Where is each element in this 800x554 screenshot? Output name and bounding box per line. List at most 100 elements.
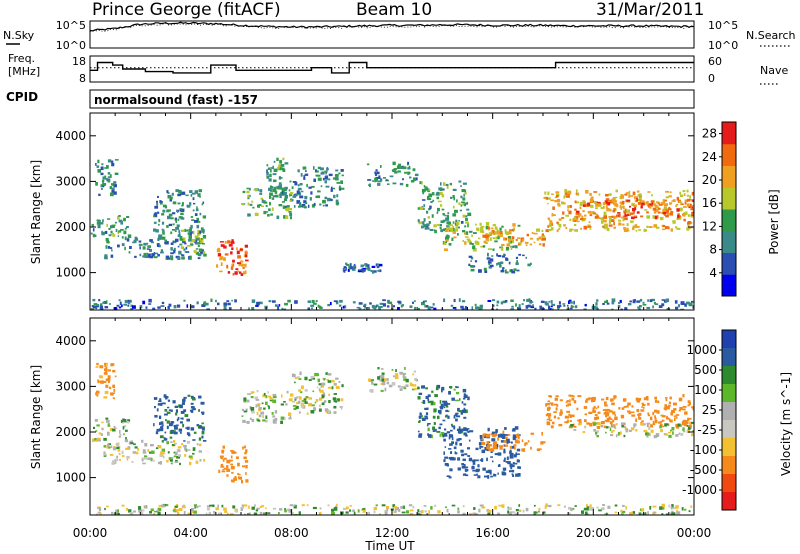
- velocity-cell-9-87: [513, 454, 517, 458]
- velocity-cell-11-174: [569, 399, 571, 403]
- power-cell-15-164: [566, 195, 570, 198]
- power-cell-2-30: [166, 242, 169, 245]
- power-cell-14-53: [501, 255, 505, 258]
- power-cell-8-27: [321, 171, 324, 174]
- power-cell-0-30: [100, 172, 104, 176]
- power-cell-15-184: [576, 218, 579, 220]
- velocity-cell-13-145: [392, 504, 396, 508]
- velocity-cell-13-158: [318, 511, 322, 515]
- velocity-cell-8-97: [444, 428, 447, 431]
- velocity-cell-12-19: [643, 429, 648, 433]
- velocity-cell-10-4: [504, 444, 508, 447]
- noise-right-tick-bottom: 10^0: [708, 39, 738, 52]
- velocity-cell-3-37: [180, 417, 182, 420]
- velocity-cell-2-34: [186, 440, 191, 444]
- power-cell-12-43: [512, 228, 515, 232]
- velocity-cell-0-24: [112, 369, 116, 373]
- velocity-cell-8-3: [424, 415, 428, 418]
- velocity-cell-4-33: [220, 457, 224, 460]
- power-cell-8-87: [302, 166, 307, 170]
- power-cell-1-33: [126, 216, 130, 218]
- power-cell-6-38: [263, 201, 268, 204]
- velocity-cell-7-22: [392, 375, 397, 378]
- velocity-cell-2-18: [183, 444, 187, 448]
- velocity-cell-10-24: [481, 438, 484, 441]
- power-cell-16-104: [607, 201, 611, 205]
- power-cell-17-28: [148, 298, 152, 303]
- power-cell-15-92: [592, 212, 597, 215]
- power-cell-6-66: [281, 201, 285, 203]
- power-colorbar-segment-4: [722, 187, 736, 210]
- power-cell-5-50: [231, 239, 234, 243]
- velocity-cell-10-15: [492, 443, 497, 447]
- power-cell-6-16: [281, 189, 285, 192]
- power-cell-7-10: [280, 164, 285, 167]
- power-cell-10-44: [397, 170, 401, 173]
- power-cell-5-37: [238, 262, 242, 267]
- velocity-cell-11-150: [652, 420, 655, 425]
- velocity-cell-12-8: [646, 434, 649, 438]
- power-cell-2-86: [157, 254, 160, 257]
- velocity-cell-8-31: [463, 416, 467, 419]
- power-cell-12-53: [489, 237, 492, 241]
- velocity-cell-13-243: [301, 504, 305, 507]
- velocity-cell-5-61: [272, 393, 277, 396]
- velocity-cell-9-92: [500, 440, 505, 443]
- power-cell-15-163: [656, 226, 660, 229]
- velocity-cell-11-24: [650, 424, 654, 428]
- power-cell-17-7: [196, 301, 199, 305]
- velocity-cell-13-90: [426, 513, 429, 515]
- power-cell-16-68: [692, 208, 694, 211]
- velocity-cell-0-2: [95, 392, 97, 396]
- power-cell-16-106: [646, 211, 649, 214]
- velocity-cell-4-30: [244, 460, 249, 463]
- velocity-cell-12-81: [633, 423, 637, 426]
- power-cell-2-82: [146, 252, 149, 257]
- power-cell-14-41: [515, 256, 518, 259]
- velocity-cell-13-229: [478, 508, 481, 513]
- velocity-cell-0-21: [104, 368, 108, 372]
- velocity-cell-9-59: [448, 434, 452, 438]
- power-cell-16-74: [654, 204, 657, 207]
- power-cell-2-96: [139, 246, 141, 250]
- power-cell-3-10: [169, 197, 172, 202]
- velocity-cell-6-12: [338, 380, 341, 383]
- velocity-cell-13-72: [217, 504, 219, 508]
- velocity-cell-13-165: [117, 512, 120, 515]
- power-cell-10-6: [404, 171, 408, 174]
- velocity-cell-8-22: [456, 428, 461, 431]
- power-cell-10-14: [385, 179, 388, 182]
- velocity-cell-2-5: [166, 459, 169, 463]
- power-cell-17-161: [458, 298, 461, 302]
- power-cell-17-14: [123, 303, 128, 306]
- velocity-cell-5-25: [263, 407, 266, 410]
- power-cell-17-272: [551, 308, 554, 310]
- velocity-cell-8-40: [447, 410, 450, 413]
- power-cell-15-276: [613, 215, 616, 220]
- velocity-cell-9-16: [516, 448, 521, 452]
- velocity-cell-4-18: [222, 445, 225, 449]
- velocity-cell-13-205: [261, 505, 265, 508]
- power-cell-17-190: [647, 299, 649, 302]
- velocity-cell-3-85: [193, 431, 197, 434]
- velocity-cell-8-103: [418, 415, 422, 419]
- velocity-cell-6-66: [331, 379, 335, 383]
- velocity-cell-11-117: [687, 400, 691, 403]
- velocity-cell-11-172: [654, 409, 657, 413]
- velocity-cell-5-56: [272, 399, 277, 404]
- velocity-cell-3-54: [160, 426, 164, 431]
- power-cell-15-87: [558, 224, 562, 228]
- velocity-cell-7-9: [411, 384, 415, 387]
- power-cell-2-48: [184, 242, 187, 245]
- velocity-cell-13-119: [384, 511, 388, 515]
- velocity-cell-13-135: [424, 510, 428, 513]
- velocity-cell-2-108: [112, 447, 117, 451]
- velocity-cell-2-109: [126, 456, 130, 459]
- time-tick-label-2: 08:00: [274, 526, 309, 540]
- power-cell-17-86: [475, 306, 479, 309]
- power-cell-3-21: [190, 216, 194, 218]
- power-cell-6-2: [288, 208, 292, 211]
- freq-left-label-1: Freq.: [8, 52, 35, 65]
- power-cell-12-59: [485, 222, 490, 226]
- velocity-cell-8-70: [424, 407, 428, 410]
